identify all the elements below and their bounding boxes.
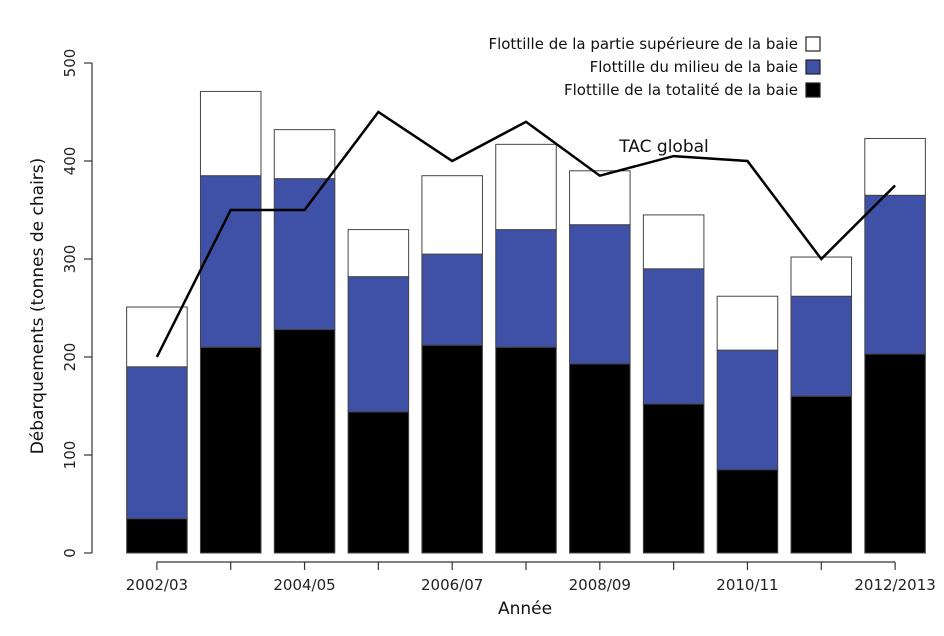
x-axis-label: Année [498, 599, 552, 619]
legend-swatch [805, 59, 821, 75]
bar-segment-2 [199, 175, 262, 348]
x-tick-label: 2002/03 [126, 576, 188, 594]
bar-segment-1 [716, 469, 779, 554]
y-tick-label: 200 [61, 343, 79, 372]
bar-segment-2 [126, 366, 188, 520]
bar-segment-2 [790, 295, 853, 397]
bar-segment-1 [347, 411, 410, 554]
x-tick-label: 2004/05 [273, 576, 335, 594]
tac-line [155, 110, 896, 358]
y-tick-label: 400 [61, 147, 79, 176]
legend-swatch [805, 36, 821, 52]
x-tick-label: 2008/09 [569, 576, 631, 594]
bar-segment-1 [790, 395, 853, 554]
y-tick-label: 500 [61, 49, 79, 78]
bar-segment-2 [347, 276, 410, 413]
bar-segment-1 [495, 346, 557, 554]
bar-segment-1 [199, 346, 262, 554]
bar-segment-2 [716, 349, 779, 471]
bar-segment-1 [864, 353, 926, 554]
y-tick-label: 0 [61, 548, 79, 558]
bar-segment-1 [421, 344, 483, 554]
bar-segment-2 [864, 194, 926, 355]
tac-annotation: TAC global [618, 137, 709, 157]
legend-label: Flottille de la partie supérieure de la … [488, 35, 798, 53]
bar-segment-3 [569, 170, 631, 226]
legend-label: Flottille du milieu de la baie [590, 58, 798, 76]
bar-segment-3 [716, 295, 779, 351]
legend-swatch [805, 82, 821, 98]
bar-segment-3 [790, 256, 853, 297]
bar-segment-1 [273, 329, 336, 554]
y-tick-label: 100 [61, 441, 79, 470]
bar-segment-2 [273, 178, 336, 331]
bar-segment-3 [421, 175, 483, 255]
bar-segment-2 [569, 224, 631, 365]
bar-segment-2 [421, 253, 483, 346]
bar-segment-3 [199, 90, 262, 177]
x-tick-label: 2006/07 [421, 576, 483, 594]
bar-segment-1 [126, 518, 188, 554]
bar-segment-3 [495, 143, 557, 231]
y-axis-label: Débarquements (tonnes de chairs) [28, 158, 48, 455]
x-tick-label: 2010/11 [716, 576, 778, 594]
bar-segment-2 [642, 268, 705, 405]
y-tick-label: 300 [61, 245, 79, 274]
legend-label: Flottille de la totalité de la baie [564, 81, 798, 99]
bar-segment-3 [864, 137, 926, 196]
bar-segment-3 [642, 214, 705, 270]
bar-segment-1 [642, 403, 705, 554]
bar-segment-3 [273, 129, 336, 180]
bar-segment-1 [569, 363, 631, 554]
bar-segment-3 [347, 229, 410, 278]
x-tick-label: 2012/2013 [854, 576, 935, 594]
bar-segment-2 [495, 229, 557, 348]
